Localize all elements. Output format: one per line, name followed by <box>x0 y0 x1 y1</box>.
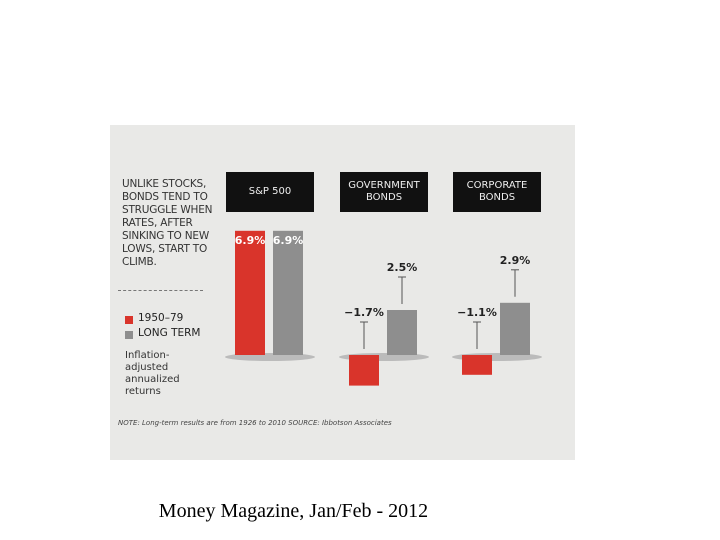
legend-swatch <box>125 316 133 324</box>
bar <box>500 302 530 355</box>
bar <box>462 355 492 375</box>
value-label: 2.5% <box>387 261 418 274</box>
bar <box>387 310 417 355</box>
separator <box>118 290 203 291</box>
chart-title: UNLIKE STOCKS, BONDS TEND TO STRUGGLE WH… <box>122 178 213 268</box>
bar <box>349 355 379 386</box>
value-label: −1.7% <box>344 306 384 319</box>
value-label: 6.9% <box>273 234 304 247</box>
legend-swatch <box>125 331 133 339</box>
note: Inflation-adjusted annualized returns <box>125 350 180 397</box>
category-header: S&P 500 <box>226 172 314 212</box>
caption: Money Magazine, Jan/Feb - 2012 <box>158 500 429 522</box>
value-label: −1.1% <box>457 306 497 319</box>
legend-label: 1950–79 <box>138 312 184 324</box>
bar <box>235 230 265 355</box>
category-header: GOVERNMENT BONDS <box>340 172 428 212</box>
bar <box>273 230 303 355</box>
legend-label: LONG TERM <box>138 327 201 339</box>
footnote: NOTE: Long-term results are from 1926 to… <box>118 419 392 427</box>
value-label: 6.9% <box>235 234 266 247</box>
category-header: CORPORATE BONDS <box>453 172 541 212</box>
value-label: 2.9% <box>500 254 531 267</box>
